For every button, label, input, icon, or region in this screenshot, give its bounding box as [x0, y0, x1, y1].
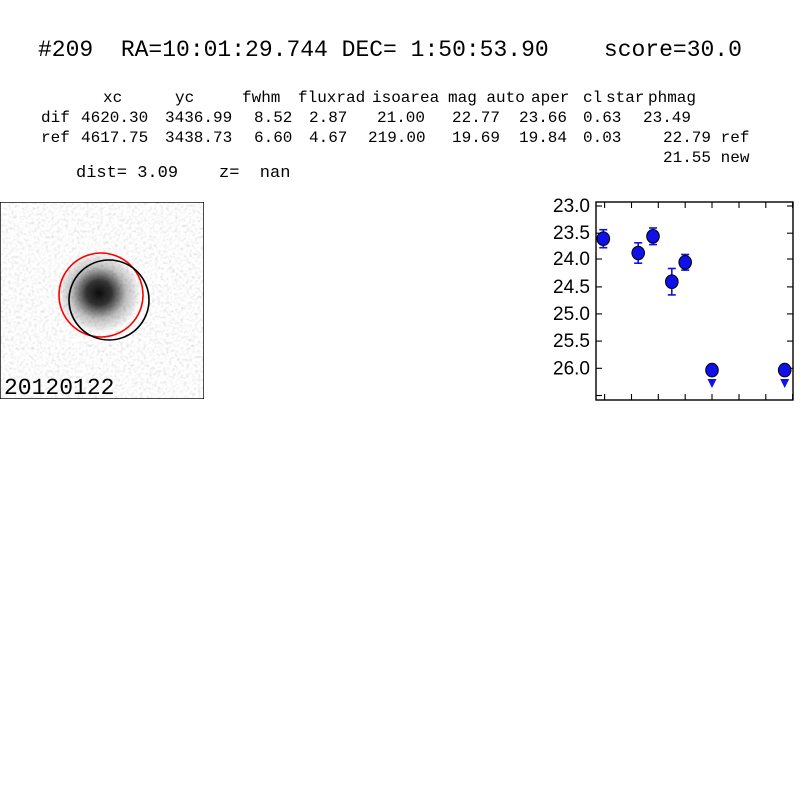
svg-text:25.0: 25.0: [553, 304, 590, 325]
svg-text:26.0: 26.0: [553, 358, 590, 379]
svg-text:23.5: 23.5: [553, 223, 590, 244]
svg-text:24.5: 24.5: [553, 277, 590, 298]
svg-text:24.0: 24.0: [553, 249, 590, 270]
svg-text:23.0: 23.0: [553, 196, 590, 217]
svg-text:25.5: 25.5: [553, 331, 590, 352]
